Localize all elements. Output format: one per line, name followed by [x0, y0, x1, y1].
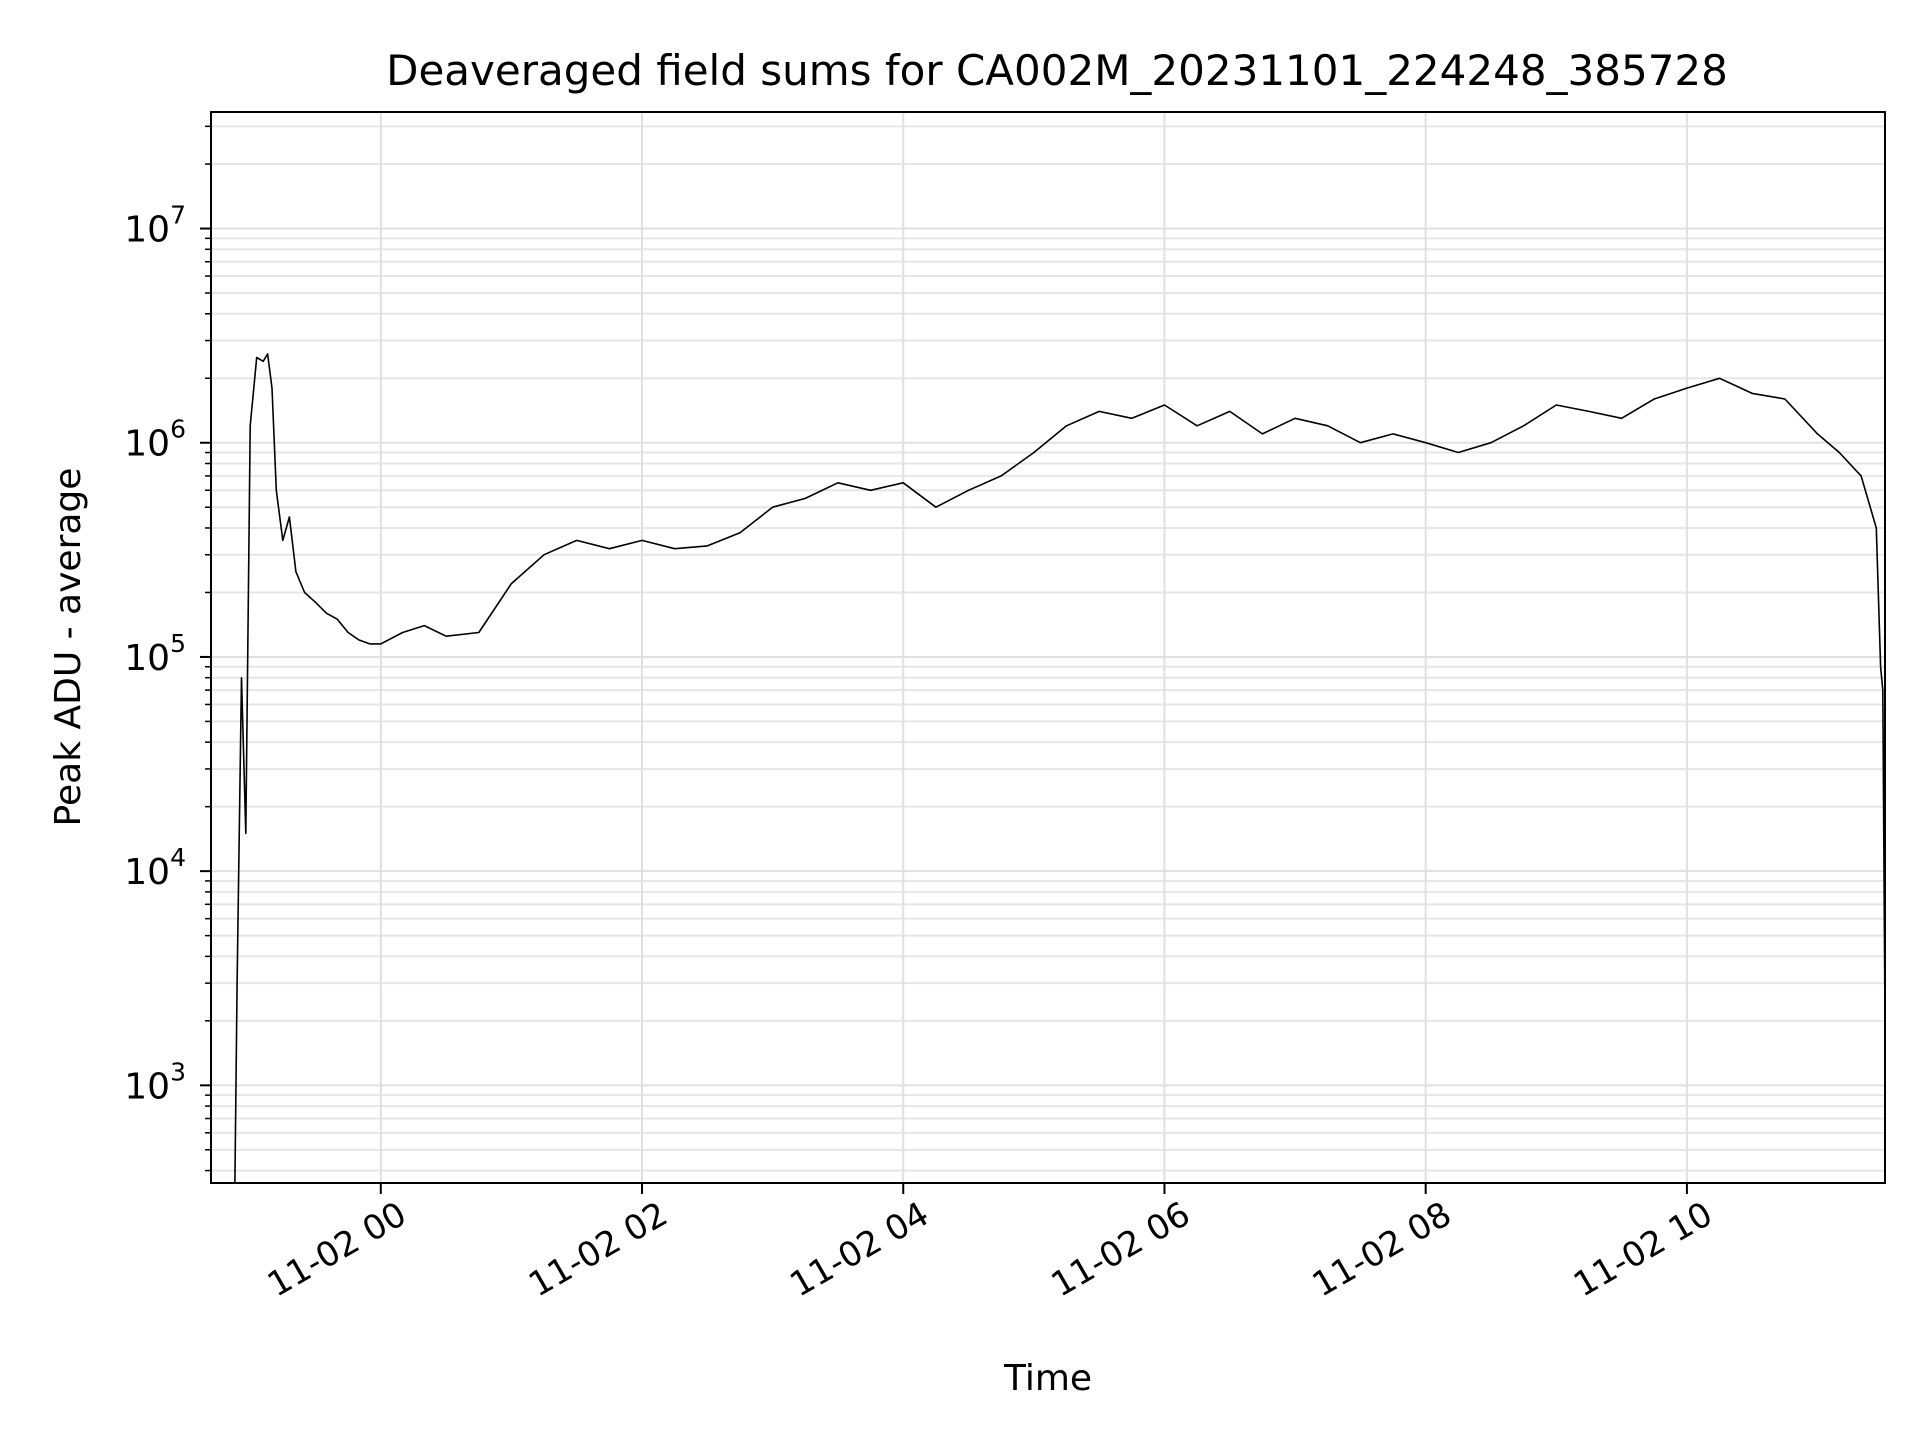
x-axis-label: Time: [1003, 1358, 1092, 1399]
y-tick-label: 105: [124, 629, 186, 679]
plot-frame: [210, 111, 1886, 1184]
y-axis-label: Peak ADU - average: [48, 468, 89, 827]
y-tick-label: 106: [124, 415, 186, 465]
y-tick-label: 107: [124, 201, 186, 251]
y-tick-label: 103: [124, 1057, 186, 1107]
series-layer: [234, 353, 1886, 1184]
series-line: [234, 353, 1886, 1184]
y-axis: 103 104 105 106 107: [124, 125, 211, 1172]
chart-title: Deaveraged field sums for CA002M_2023110…: [386, 46, 1728, 95]
y-tick-label: 104: [124, 843, 186, 893]
grid: [211, 112, 1885, 1183]
